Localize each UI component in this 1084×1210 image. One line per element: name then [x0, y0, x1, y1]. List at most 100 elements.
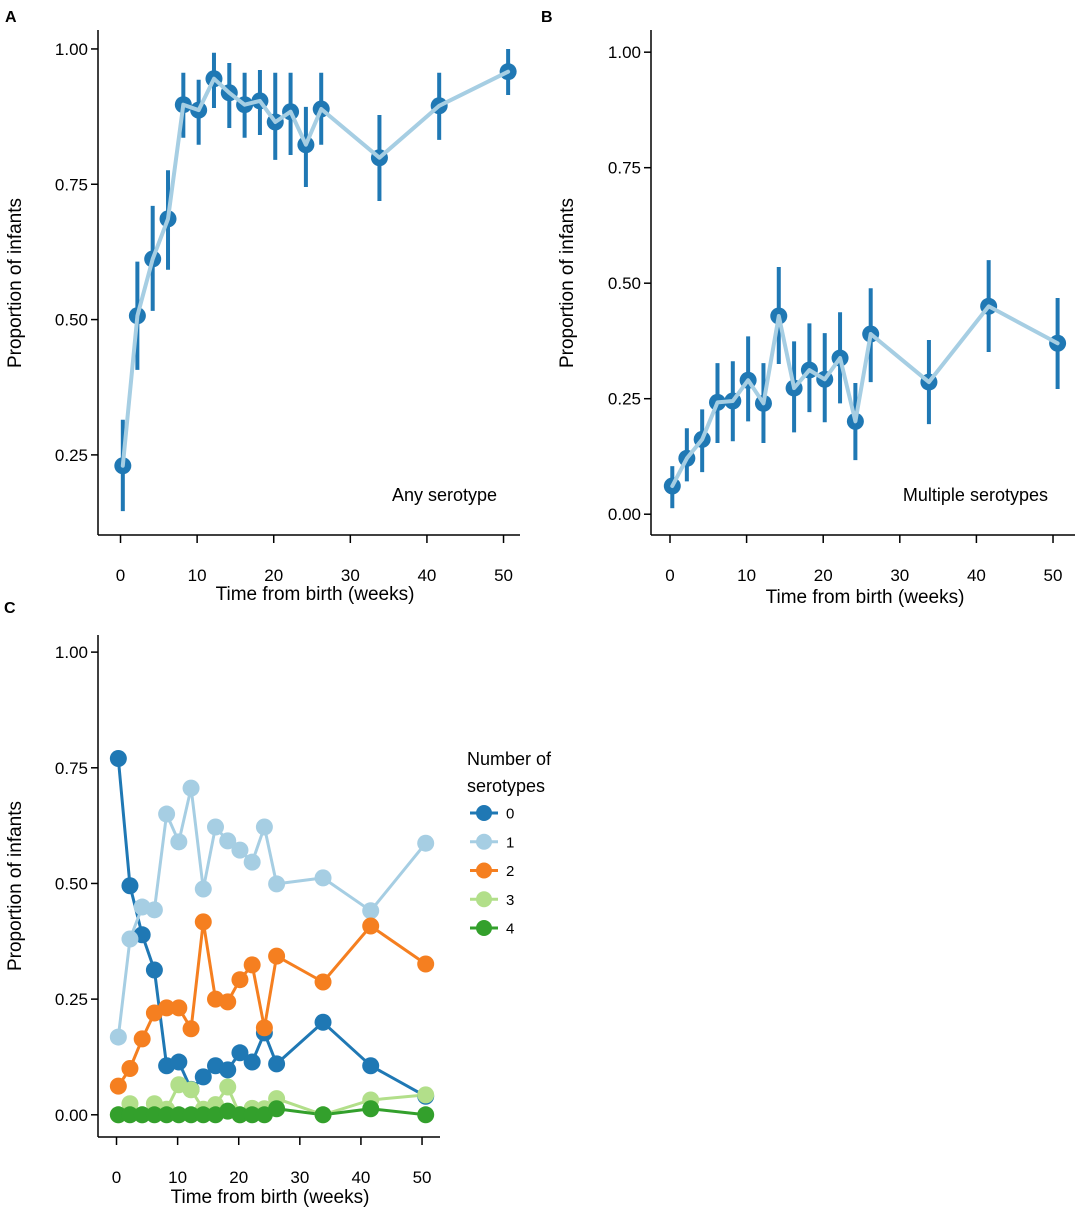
series-line [670, 304, 1060, 488]
panel-b: B 0.00 0.25 0.50 0.75 1.00 0 10 20 30 40 50 Multip… [541, 9, 1075, 608]
x-tick-label: 50 [413, 1168, 432, 1187]
data-point [109, 1077, 127, 1095]
y-tick-label: 0.25 [608, 390, 641, 409]
data-point [417, 834, 435, 852]
data-point [231, 841, 249, 859]
annotation: Any serotype [392, 485, 497, 505]
x-axis-title: Time from birth (weeks) [171, 1187, 370, 1208]
legend-label: 0 [506, 806, 514, 823]
data-point [182, 1020, 200, 1038]
data-point [158, 999, 176, 1017]
data-point [109, 1028, 127, 1046]
x-tick-label: 30 [290, 1168, 309, 1187]
panel-a: A 0.25 0.50 0.75 1.00 0 10 20 30 40 50 Any seroty… [5, 9, 520, 605]
data-point [219, 1061, 237, 1079]
annotation: Multiple serotypes [903, 485, 1048, 505]
x-tick-label: 10 [737, 566, 756, 585]
data-point [158, 1106, 176, 1124]
legend-key-point [476, 862, 492, 879]
data-point [121, 877, 139, 895]
legend-key-point [476, 891, 492, 908]
x-tick-label: 40 [417, 566, 436, 585]
y-tick-label: 0.75 [608, 159, 641, 178]
y-axis-title: Proportion of infants [557, 198, 578, 368]
data-point [219, 832, 237, 850]
x-tick-label: 30 [341, 566, 360, 585]
panel-c: C 0.000.250.500.751.000 10 20 30 40 50 Time f… [4, 600, 552, 1208]
data-point [158, 805, 176, 823]
data-point [182, 1081, 200, 1099]
legend-key-point [476, 920, 492, 936]
x-axis-title: Time from birth (weeks) [216, 584, 415, 605]
y-tick-label: 0.75 [55, 759, 88, 778]
data-point [170, 833, 188, 851]
data-point [121, 1060, 139, 1078]
data-point [231, 1044, 249, 1062]
data-point [207, 818, 225, 836]
data-point [194, 1106, 212, 1124]
y-tick-label: 1.00 [608, 43, 641, 62]
data-point [121, 930, 139, 948]
data-point [170, 1106, 188, 1124]
legend-item: 0 [470, 805, 514, 823]
data-point [417, 1086, 435, 1104]
data-point [133, 1106, 151, 1124]
y-tick-label: 1.00 [55, 643, 88, 662]
x-tick-label: 30 [890, 566, 909, 585]
data-point [362, 902, 380, 920]
y-tick-label: 0.50 [608, 274, 641, 293]
y-tick-label: 0.00 [608, 505, 641, 524]
data-point [133, 1030, 151, 1048]
x-tick-label: 20 [264, 566, 283, 585]
data-point [362, 1057, 380, 1075]
data-point [417, 1106, 435, 1124]
data-point [194, 1068, 212, 1086]
y-tick-label: 0.75 [55, 175, 88, 194]
data-point [194, 913, 212, 931]
x-tick-label: 40 [351, 1168, 370, 1187]
panel-label: A [5, 9, 17, 26]
data-point [145, 961, 163, 979]
data-point [268, 875, 286, 893]
x-tick-label: 50 [494, 566, 513, 585]
data-point [314, 1013, 332, 1031]
x-tick-label: 0 [116, 566, 125, 585]
plot-area: 0.00 0.25 0.50 0.75 1.00 0 10 20 30 40 50 [55, 635, 440, 1187]
panel-label: B [541, 9, 553, 26]
legend-key-point [476, 805, 492, 821]
data-point [362, 917, 380, 935]
y-axis-title: Proportion of infants [5, 198, 26, 368]
data-point [243, 853, 261, 871]
x-tick-label: 0 [112, 1168, 121, 1187]
x-tick-label: 10 [168, 1168, 187, 1187]
legend-title-line: serotypes [467, 776, 545, 796]
data-point [314, 973, 332, 991]
data-point [362, 1100, 380, 1118]
legend-item: 4 [470, 920, 514, 938]
data-point [231, 971, 249, 989]
y-tick-label: 1.00 [55, 40, 88, 59]
data-point [182, 1106, 200, 1124]
legend-label: 4 [506, 921, 514, 938]
data-point [243, 956, 261, 974]
legend-title-line: Number of [467, 749, 552, 769]
x-tick-label: 0 [665, 566, 674, 585]
data-point [182, 779, 200, 797]
series-points [109, 750, 435, 1124]
plot-area: 0.00 0.25 0.50 0.75 1.00 0 10 20 30 40 50 [608, 30, 1075, 585]
legend-item: 1 [470, 833, 514, 851]
y-tick-label: 0.50 [55, 874, 88, 893]
data-point [268, 1055, 286, 1073]
x-tick-label: 20 [229, 1168, 248, 1187]
data-point [121, 1106, 139, 1124]
data-point [109, 750, 127, 768]
data-point [219, 1078, 237, 1096]
series-line [120, 69, 511, 468]
y-tick-label: 0.25 [55, 990, 88, 1009]
data-point [170, 999, 188, 1017]
legend-key-point [476, 833, 492, 850]
x-tick-label: 40 [967, 566, 986, 585]
data-point [255, 1019, 273, 1037]
y-tick-label: 0.25 [55, 446, 88, 465]
data-point [231, 1106, 249, 1124]
